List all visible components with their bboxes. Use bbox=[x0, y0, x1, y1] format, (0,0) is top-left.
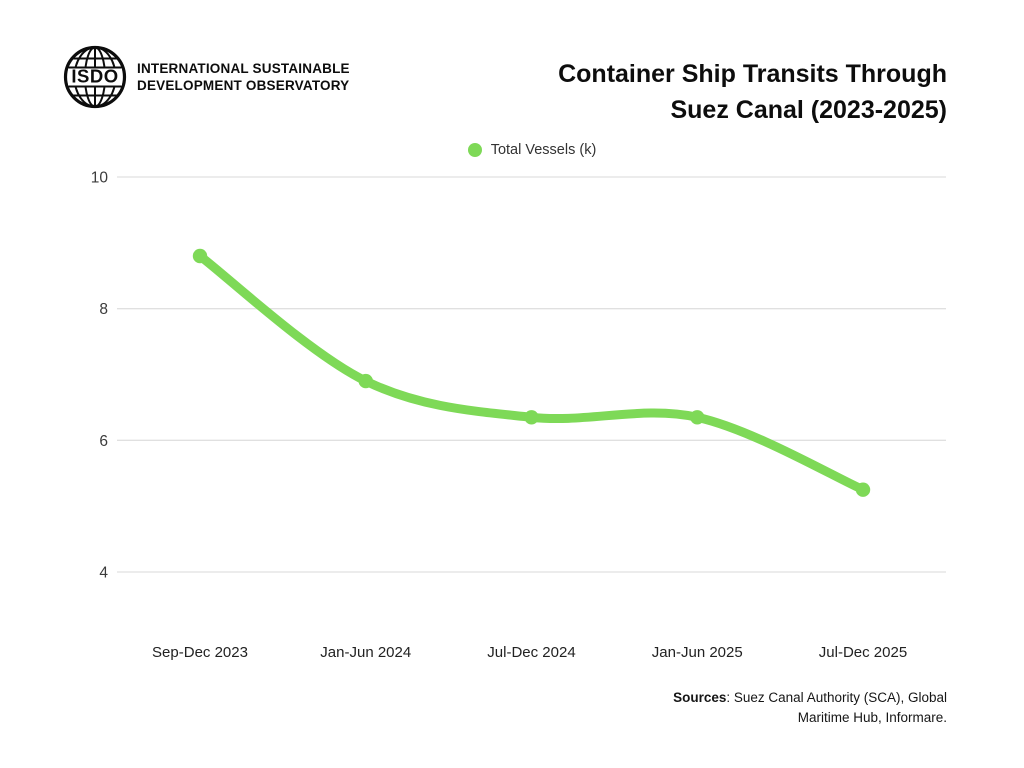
data-point bbox=[855, 482, 871, 497]
data-point bbox=[358, 373, 373, 389]
y-tick-label: 8 bbox=[99, 301, 108, 318]
sources-label: Sources bbox=[673, 690, 727, 705]
org-name: INTERNATIONAL SUSTAINABLE DEVELOPMENT OB… bbox=[137, 60, 350, 94]
org-name-line1: INTERNATIONAL SUSTAINABLE bbox=[137, 61, 350, 76]
brand: ISDO INTERNATIONAL SUSTAINABLE DEVELOPME… bbox=[62, 44, 350, 110]
y-tick-label: 10 bbox=[91, 170, 109, 187]
x-axis-label: Sep-Dec 2023 bbox=[152, 644, 248, 661]
sources-line1-rest: : Suez Canal Authority (SCA), Global bbox=[726, 690, 947, 705]
chart-title-line1: Container Ship Transits Through bbox=[558, 60, 947, 88]
series-line bbox=[195, 251, 868, 495]
legend: Total Vessels (k) bbox=[117, 142, 947, 158]
x-axis-label: Jul-Dec 2024 bbox=[487, 644, 575, 661]
logo-text: ISDO bbox=[71, 66, 118, 87]
isdo-globe-logo-icon: ISDO bbox=[63, 45, 127, 109]
data-point bbox=[690, 410, 705, 425]
sources-line2: Maritime Hub, Informare. bbox=[797, 710, 947, 725]
data-point bbox=[192, 248, 208, 264]
legend-marker-icon bbox=[467, 143, 482, 157]
x-axis-label: Jan-Jun 2025 bbox=[652, 644, 743, 661]
sources-note: Sources: Suez Canal Authority (SCA), Glo… bbox=[673, 688, 947, 728]
data-point bbox=[524, 410, 539, 425]
y-tick-label: 4 bbox=[99, 565, 108, 582]
chart-title-line2: Suez Canal (2023-2025) bbox=[670, 96, 947, 124]
sources-line1: Sources: Suez Canal Authority (SCA), Glo… bbox=[673, 688, 947, 708]
y-tick-label: 6 bbox=[99, 433, 108, 450]
chart-title: Container Ship Transits Through Suez Can… bbox=[558, 56, 947, 128]
legend-label: Total Vessels (k) bbox=[490, 142, 597, 158]
x-axis-label: Jul-Dec 2025 bbox=[819, 644, 907, 661]
x-axis-label: Jan-Jun 2024 bbox=[320, 644, 411, 661]
org-name-line2: DEVELOPMENT OBSERVATORY bbox=[137, 78, 350, 93]
